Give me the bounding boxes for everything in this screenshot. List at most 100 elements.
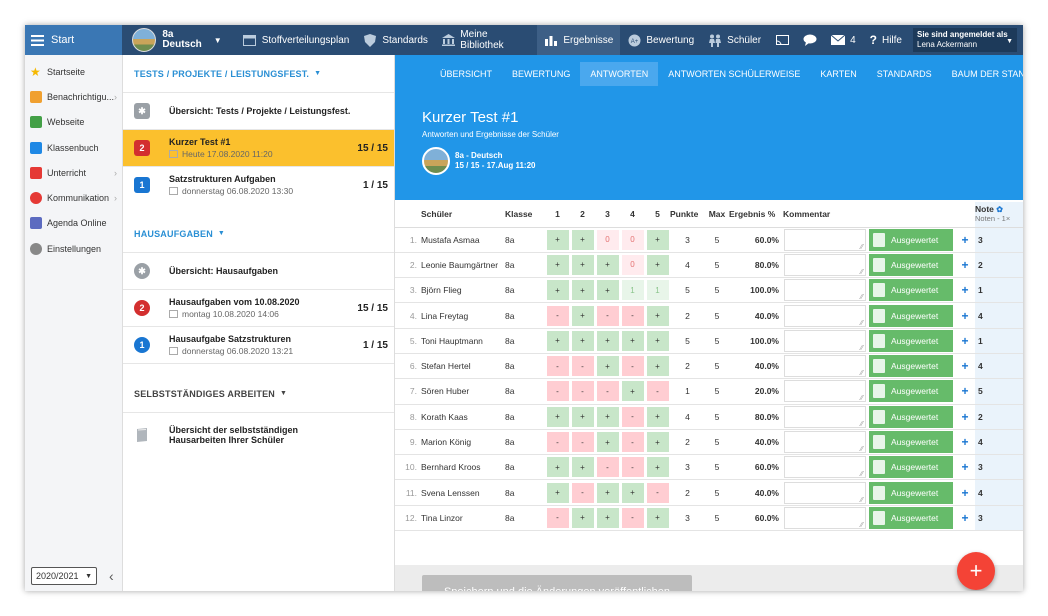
grade-value[interactable]: 2: [975, 252, 1023, 279]
answer-cell[interactable]: +: [645, 404, 670, 430]
col-header-note[interactable]: Note ✿ Noten - 1×: [975, 202, 1023, 228]
status-button[interactable]: Ausgewertet: [869, 355, 953, 378]
answer-cell[interactable]: +: [645, 302, 670, 329]
add-grade-icon[interactable]: +: [955, 252, 975, 279]
answer-cell[interactable]: 1: [620, 277, 645, 304]
grade-value[interactable]: 5: [975, 378, 1023, 405]
table-row[interactable]: 6.Stefan Hertel8a--+-+2540.0%Ausgewertet…: [395, 353, 1023, 380]
section-header-hausaufgaben[interactable]: HAUSAUFGABEN ▼: [123, 215, 394, 252]
table-row[interactable]: 12.Tina Linzor8a-++-+3560.0%Ausgewertet+…: [395, 505, 1023, 532]
answer-cell[interactable]: +: [545, 404, 570, 430]
answer-cell[interactable]: +: [570, 505, 595, 532]
comment-input[interactable]: [784, 304, 866, 327]
tab-antworten-schülerweise[interactable]: ANTWORTEN SCHÜLERWEISE: [668, 68, 801, 79]
answer-value[interactable]: +: [646, 432, 669, 453]
answer-cell[interactable]: -: [645, 479, 670, 506]
answer-value[interactable]: -: [646, 482, 669, 503]
grade-value[interactable]: 3: [975, 454, 1023, 481]
answer-cell[interactable]: +: [595, 353, 620, 380]
answer-value[interactable]: 0: [621, 254, 644, 275]
nav-meine-bibliothek[interactable]: Meine Bibliothek: [435, 25, 537, 55]
answer-value[interactable]: +: [571, 229, 594, 250]
answer-cell[interactable]: -: [620, 353, 645, 380]
nav-stoffverteilungsplan[interactable]: Stoffverteilungsplan: [236, 25, 357, 55]
answer-value[interactable]: +: [571, 305, 594, 326]
grade-value[interactable]: 1: [975, 277, 1023, 304]
add-grade-icon[interactable]: +: [955, 378, 975, 405]
answer-cell[interactable]: 0: [620, 252, 645, 279]
answer-cell[interactable]: -: [620, 429, 645, 456]
answer-value[interactable]: -: [621, 305, 644, 326]
answer-value[interactable]: +: [596, 280, 619, 301]
sidebar-item-unterricht[interactable]: Unterricht ›: [25, 160, 122, 185]
assignment-row[interactable]: 2 Hausaufgaben vom 10.08.2020 montag 10.08…: [123, 289, 394, 326]
answer-cell[interactable]: -: [645, 378, 670, 405]
answer-cell[interactable]: +: [645, 328, 670, 354]
answer-cell[interactable]: +: [620, 328, 645, 354]
table-row[interactable]: 4.Lina Freytag8a-+--+2540.0%Ausgewertet+…: [395, 302, 1023, 329]
tab-bewertung[interactable]: BEWERTUNG: [512, 68, 571, 79]
table-row[interactable]: 9.Marion König8a--+-+2540.0%Ausgewertet+…: [395, 429, 1023, 456]
sidebar-item-klassenbuch[interactable]: Klassenbuch: [25, 135, 122, 160]
answer-value[interactable]: -: [621, 432, 644, 453]
answer-value[interactable]: -: [546, 381, 569, 402]
overview-row[interactable]: ✱ Übersicht: Tests / Projekte / Leistungs…: [123, 92, 394, 129]
chat-button[interactable]: [796, 25, 824, 55]
answer-value[interactable]: +: [571, 280, 594, 301]
answer-cell[interactable]: +: [570, 328, 595, 354]
answer-value[interactable]: +: [621, 381, 644, 402]
sidebar-item-benachrichtigu[interactable]: Benachrichtigu... ›: [25, 84, 122, 109]
answer-cell[interactable]: +: [570, 227, 595, 253]
save-publish-button[interactable]: Speichern und die Änderungen veröffentli…: [422, 575, 692, 591]
answer-cell[interactable]: -: [595, 378, 620, 405]
answer-value[interactable]: +: [546, 457, 569, 478]
comment-input[interactable]: [784, 279, 866, 302]
answer-cell[interactable]: +: [595, 429, 620, 456]
answer-cell[interactable]: -: [570, 353, 595, 380]
answer-cell[interactable]: -: [545, 302, 570, 329]
comment-input[interactable]: [784, 506, 866, 529]
comment-input[interactable]: [784, 228, 866, 251]
tab-übersicht[interactable]: ÜBERSICHT: [440, 68, 493, 79]
sidebar-item-einstellungen[interactable]: Einstellungen: [25, 236, 122, 261]
answer-value[interactable]: -: [546, 432, 569, 453]
comment-input[interactable]: [784, 481, 866, 504]
answer-value[interactable]: -: [571, 482, 594, 503]
table-row[interactable]: 11.Svena Lenssen8a+-++-2540.0%Ausgewerte…: [395, 479, 1023, 506]
answer-value[interactable]: 1: [621, 280, 644, 301]
table-row[interactable]: 5.Toni Hauptmann8a+++++55100.0%Ausgewert…: [395, 328, 1023, 354]
add-fab-button[interactable]: +: [957, 552, 995, 590]
collapse-sidebar-icon[interactable]: ‹: [109, 568, 114, 584]
answer-value[interactable]: -: [546, 305, 569, 326]
add-grade-icon[interactable]: +: [955, 479, 975, 506]
answer-cell[interactable]: +: [620, 479, 645, 506]
answer-cell[interactable]: +: [595, 404, 620, 430]
table-row[interactable]: 10.Bernhard Kroos8a++--+3560.0%Ausgewert…: [395, 454, 1023, 481]
answer-cell[interactable]: 0: [595, 227, 620, 253]
status-button[interactable]: Ausgewertet: [869, 380, 953, 403]
start-menu-button[interactable]: Start: [25, 25, 123, 55]
answer-cell[interactable]: +: [595, 328, 620, 354]
answer-cell[interactable]: +: [545, 252, 570, 279]
class-selector[interactable]: 8a Deutsch ▼: [132, 28, 222, 52]
grade-value[interactable]: 4: [975, 353, 1023, 380]
answer-value[interactable]: +: [646, 457, 669, 478]
sidebar-item-webseite[interactable]: Webseite: [25, 110, 122, 135]
overview-selbststaendig[interactable]: Übersicht der selbstständigen Hausarbeit…: [123, 412, 394, 456]
status-button[interactable]: Ausgewertet: [869, 228, 953, 251]
answer-value[interactable]: -: [621, 356, 644, 377]
assignment-row[interactable]: 2 Kurzer Test #1 Heute 17.08.2020 11:20 15 …: [123, 129, 394, 166]
answer-cell[interactable]: +: [570, 454, 595, 481]
answer-cell[interactable]: +: [595, 505, 620, 532]
answer-value[interactable]: +: [571, 254, 594, 275]
sidebar-item-kommunikation[interactable]: Kommunikation ›: [25, 185, 122, 210]
answer-value[interactable]: -: [621, 406, 644, 427]
answer-cell[interactable]: +: [545, 227, 570, 253]
sidebar-item-agenda-online[interactable]: Agenda Online: [25, 211, 122, 236]
answer-cell[interactable]: +: [645, 252, 670, 279]
answers-table-container[interactable]: Schüler Klasse 1 2 3 4 5 Punkte Max Erge…: [395, 202, 1023, 538]
answer-cell[interactable]: +: [570, 252, 595, 279]
add-grade-icon[interactable]: +: [955, 302, 975, 329]
answer-cell[interactable]: -: [620, 404, 645, 430]
